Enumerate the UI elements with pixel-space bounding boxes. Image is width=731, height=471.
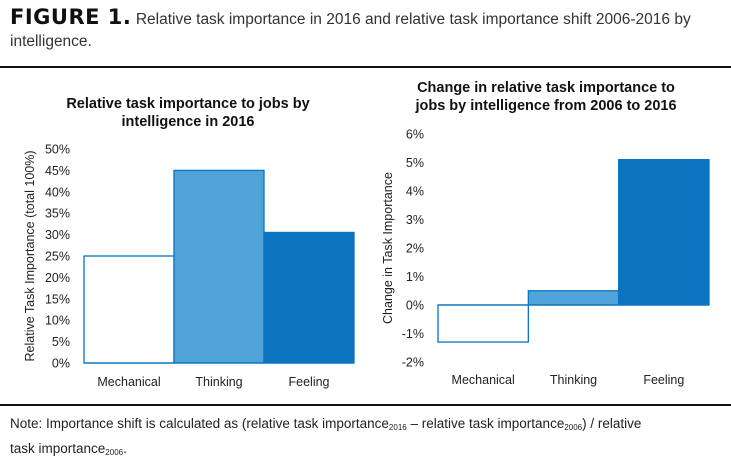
figure-caption: Relative task importance in 2016 and rel… xyxy=(10,11,691,50)
note-sub-b: 2006 xyxy=(564,423,583,432)
bottom-rule xyxy=(0,404,731,406)
y-tick-label: 50% xyxy=(45,143,70,157)
y-axis-label: Change in Task Importance xyxy=(381,172,395,324)
x-tick-label: Mechanical xyxy=(97,375,160,389)
y-tick-label: 45% xyxy=(45,164,70,178)
figure-label: FIGURE 1. xyxy=(10,5,132,29)
chart-left-relative-importance-2016: Relative task importance to jobs by intel… xyxy=(23,96,355,389)
note-term-c: task importance xyxy=(10,441,106,456)
note-sub-c: 2006 xyxy=(105,448,124,457)
note-divide: / relative xyxy=(590,416,642,431)
bar-feeling xyxy=(263,231,355,364)
y-tick-label: 40% xyxy=(45,185,70,199)
y-tick-label: 3% xyxy=(406,213,424,227)
y-tick-label: 0% xyxy=(52,357,70,371)
y-tick-label: 20% xyxy=(45,271,70,285)
y-tick-label: 25% xyxy=(45,250,70,264)
x-tick-label: Feeling xyxy=(289,375,330,389)
y-tick-label: 5% xyxy=(406,156,424,170)
y-tick-label: 6% xyxy=(406,128,424,142)
y-tick-label: -2% xyxy=(402,356,424,370)
note-term-b: relative task importance xyxy=(421,416,565,431)
bar-mechanical xyxy=(83,255,175,364)
bar-thinking xyxy=(173,169,265,364)
chart-title-line: Change in relative task importance to xyxy=(417,80,675,96)
bar-mechanical xyxy=(437,304,529,343)
chart-right-importance-change: Change in relative task importance to job… xyxy=(381,80,710,387)
y-tick-label: 2% xyxy=(406,242,424,256)
y-tick-label: 5% xyxy=(52,335,70,349)
y-tick-label: 15% xyxy=(45,292,70,306)
y-tick-label: 0% xyxy=(406,299,424,313)
note-minus: – xyxy=(410,416,418,431)
figure-header: FIGURE 1. Relative task importance in 20… xyxy=(10,6,725,53)
y-tick-label: -1% xyxy=(402,327,424,341)
x-tick-label: Mechanical xyxy=(452,373,515,387)
chart-title-line: Relative task importance to jobs by xyxy=(66,96,309,112)
y-tick-label: 1% xyxy=(406,270,424,284)
bar-thinking xyxy=(527,290,620,306)
note-prefix: Note: Importance shift is calculated as xyxy=(10,416,239,431)
chart-title-line: jobs by intelligence from 2006 to 2016 xyxy=(414,98,676,114)
note-term-a: relative task importance xyxy=(246,416,389,431)
x-tick-label: Thinking xyxy=(550,373,597,387)
y-tick-label: 35% xyxy=(45,207,70,221)
note-sub-a: 2016 xyxy=(388,423,407,432)
y-axis-label: Relative Task Importance (total 100%) xyxy=(23,151,37,362)
chart-title-line: intelligence in 2016 xyxy=(122,114,255,130)
y-tick-label: 4% xyxy=(406,185,424,199)
top-rule xyxy=(0,66,731,68)
y-tick-label: 10% xyxy=(45,314,70,328)
bar-feeling xyxy=(618,158,710,306)
y-tick-label: 30% xyxy=(45,228,70,242)
x-tick-label: Feeling xyxy=(643,373,684,387)
x-tick-label: Thinking xyxy=(195,375,242,389)
figure-note: Note: Importance shift is calculated as … xyxy=(10,416,642,457)
